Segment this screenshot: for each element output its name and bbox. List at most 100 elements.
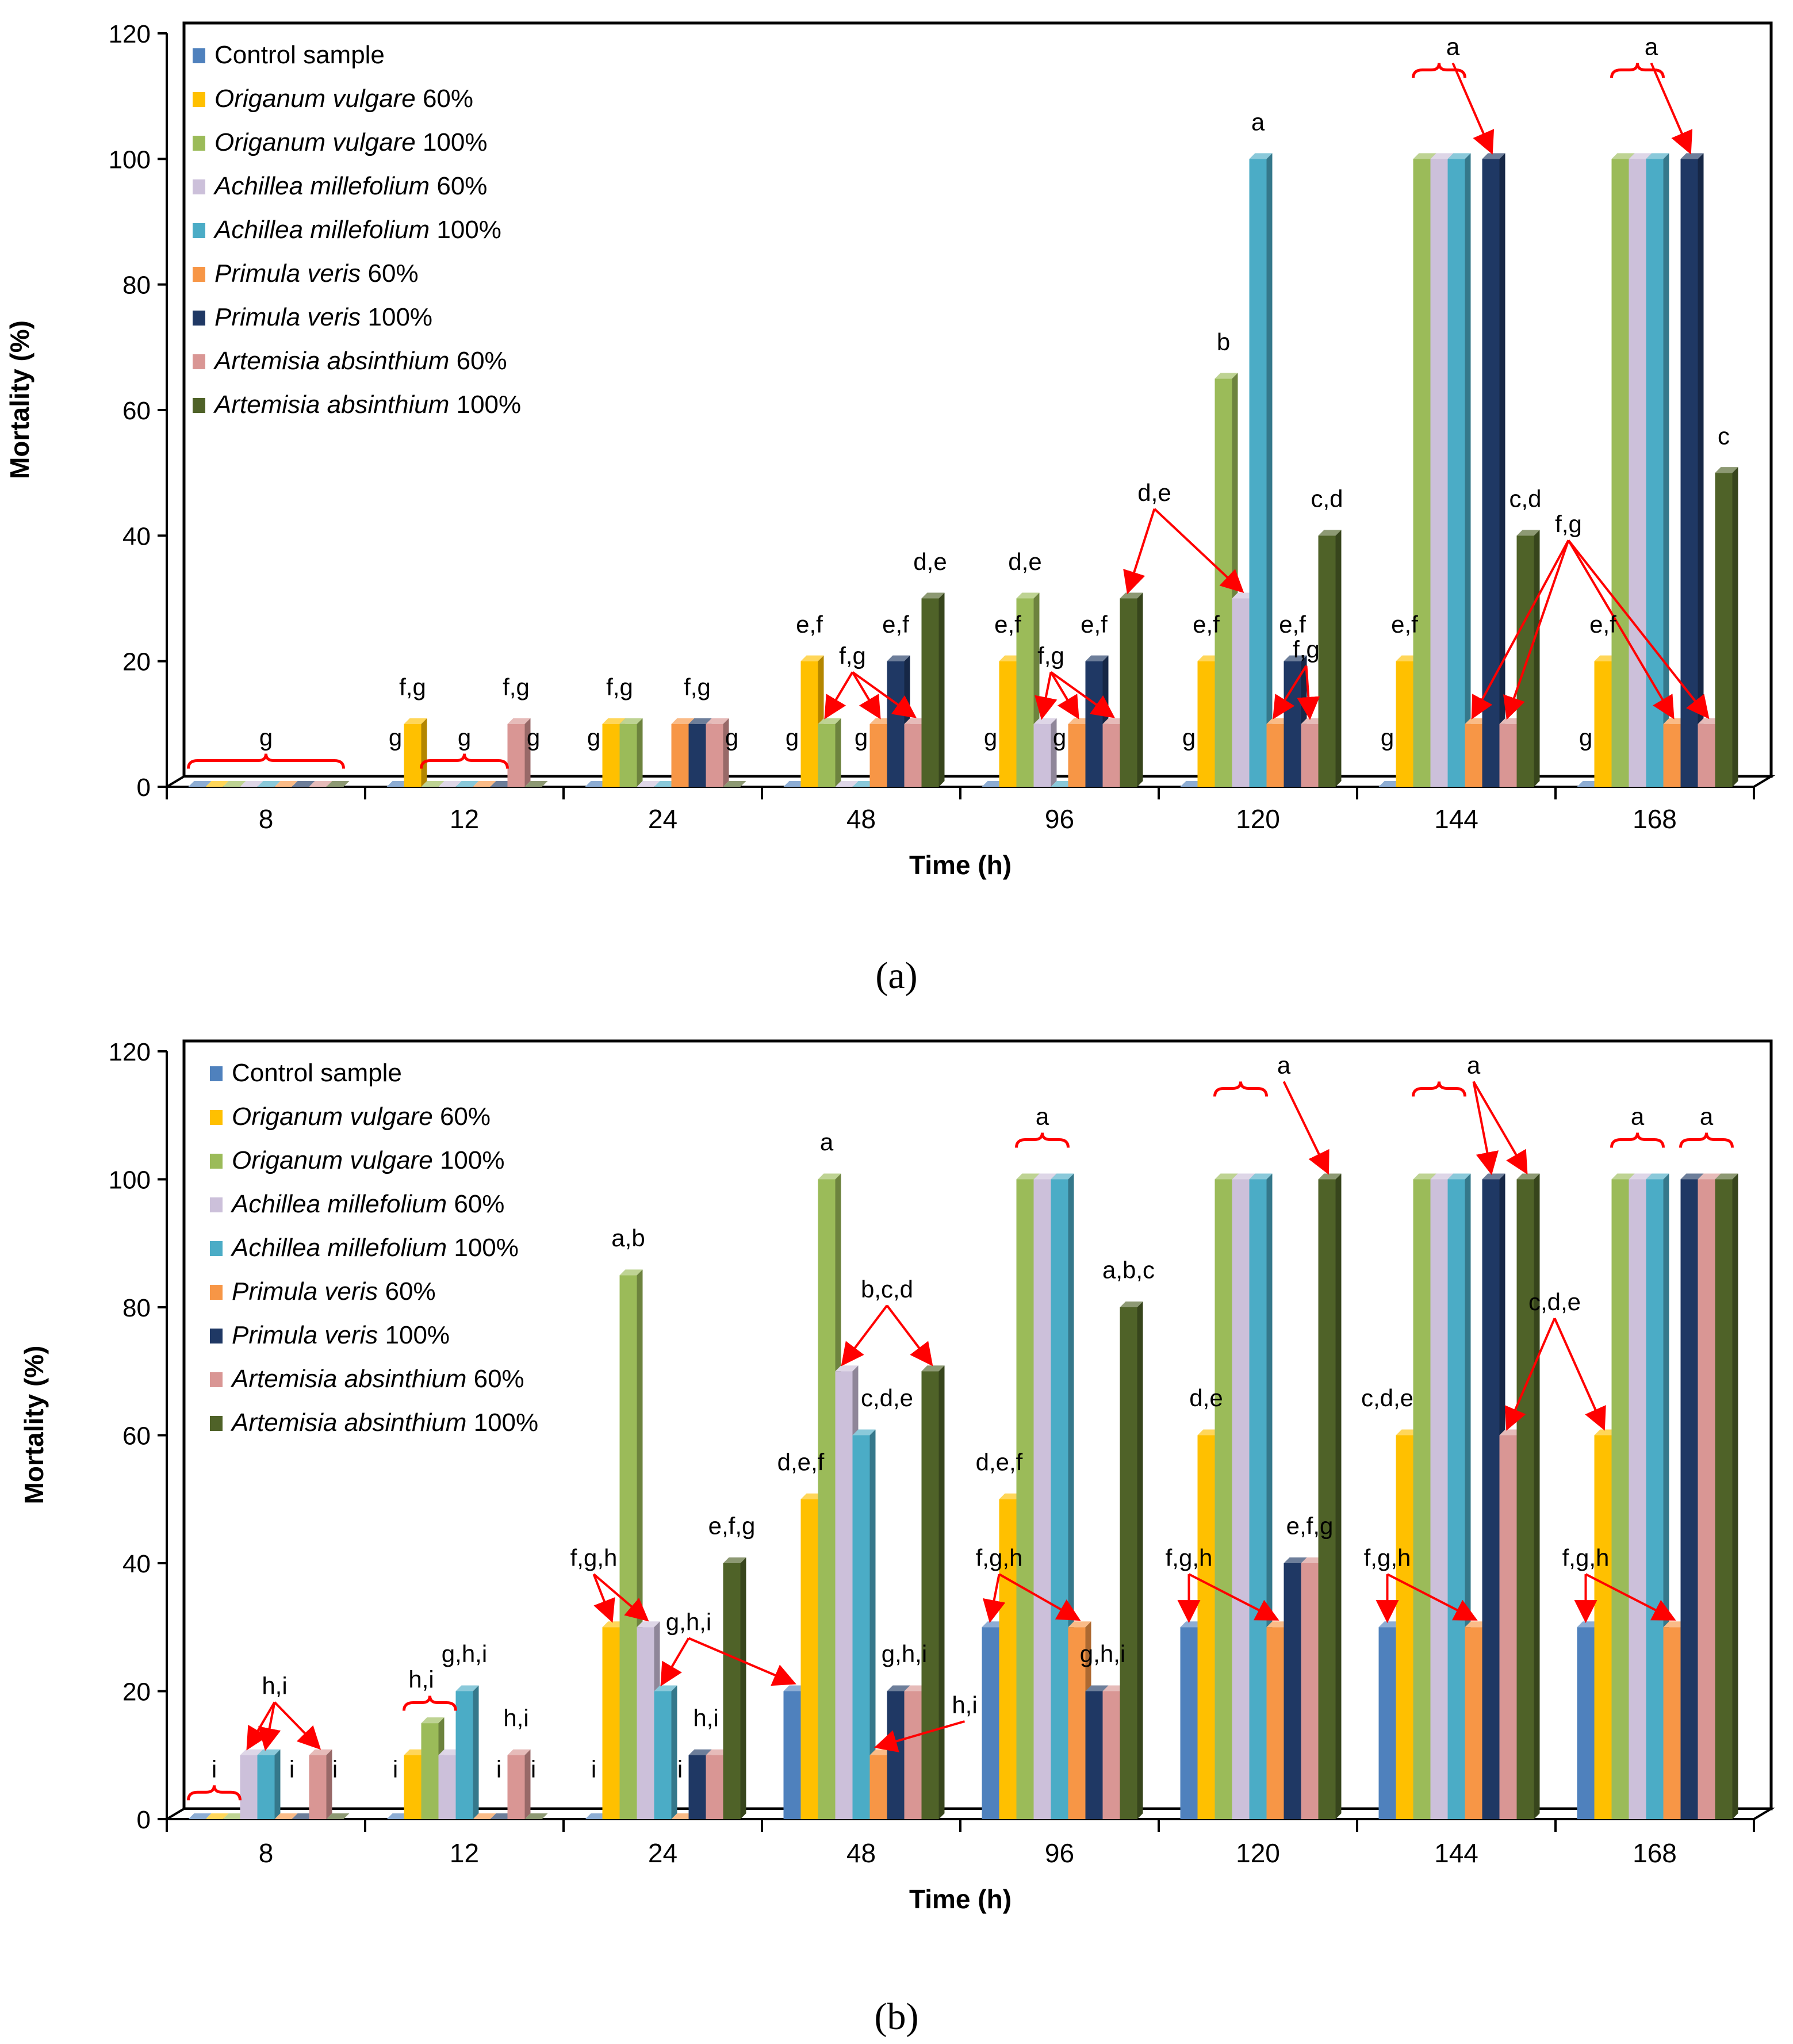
legend-species: Artemisia absinthium [230,1408,466,1437]
bar-side [326,1749,332,1819]
significance-letter: c,d [1311,485,1343,512]
bar-top [205,1813,229,1819]
y-tick-label: 60 [122,1422,151,1450]
significance-letter: f,g,h [976,1544,1023,1571]
bar-top [507,1749,531,1755]
significance-brace [1213,1081,1268,1097]
bar-side [421,718,427,787]
bar-side [1732,467,1738,787]
legend-species: Primula veris [214,303,361,331]
significance-annotation: e,f [882,611,909,638]
bar-top [723,781,746,787]
x-tick-label: 144 [1434,1838,1478,1868]
significance-letter: i [496,1755,501,1782]
bar-top [1033,1173,1057,1180]
bar-front [671,724,689,787]
significance-letter: e,f [994,611,1021,638]
significance-letter: e,f,g [708,1513,756,1540]
bar-front [1068,724,1086,787]
bar-front [921,1371,939,1819]
y-tick-label: 80 [122,271,151,300]
legend-entry: Primula veris 60% [214,259,419,288]
significance-letter: g,h,i [666,1608,711,1635]
significance-annotation: f,g,h [1364,1544,1478,1624]
legend-species: Artemisia absinthium [213,391,449,419]
bar-front [1413,159,1431,787]
bar-front [982,1627,999,1819]
legend-swatch [210,1197,223,1212]
significance-letter: i [591,1755,596,1782]
significance-letter: h,i [503,1704,528,1731]
significance-arrow [660,1637,690,1687]
bar-front [1180,1627,1198,1819]
x-tick-label: 168 [1633,1838,1677,1868]
bar-top [688,1749,712,1755]
significance-annotation: h,i [873,1691,978,1752]
significance-letter: d,e,f [976,1448,1023,1475]
significance-letter: a [1446,33,1460,60]
y-tick-label: 0 [137,1806,151,1834]
bar-front [1396,1435,1413,1819]
bar-front [1085,661,1103,787]
significance-letter: f,g,h [1562,1544,1610,1571]
bar-top [1318,530,1342,536]
significance-letter: f,g,h [570,1544,618,1571]
bar [818,718,841,787]
bar [1516,1173,1540,1819]
significance-annotation: a [1412,1052,1528,1176]
significance-annotation: g [587,724,600,751]
significance-arrow [1650,62,1693,155]
bar-side [524,1749,531,1819]
bar [835,781,859,787]
bar-top [1430,153,1454,159]
legend-dose: 100% [449,391,521,419]
bar-front [1698,1179,1715,1819]
legend-entry: Primula veris 100% [232,1321,450,1349]
bar [257,1749,281,1819]
bar-top [1284,655,1307,661]
bar [1318,530,1342,787]
significance-arrow [1123,508,1156,595]
bar-front [852,1435,870,1819]
bar-front [1465,1627,1482,1819]
bar-side [274,1749,281,1819]
y-tick-label: 100 [109,146,151,174]
bar-front [1318,535,1336,787]
bar [257,781,281,787]
bar-front [404,724,422,787]
significance-arrow [274,1701,321,1750]
significance-arrow [1567,539,1675,719]
bar [619,718,643,787]
significance-letter: c,d,e [861,1384,913,1411]
bar-front [619,724,637,787]
bar-front [1663,724,1681,787]
bar-top [1085,1685,1109,1691]
bar-front [1499,1435,1517,1819]
bar-front [602,724,620,787]
bar [326,1813,350,1819]
legend-dose: 60% [433,1103,491,1131]
bar-front [783,1691,801,1819]
bar-top [887,1685,910,1691]
y-axis-title: Mortality (%) [5,320,35,479]
legend-species: Achillea millefolium [213,172,430,200]
significance-brace [187,753,345,769]
y-tick-label: 100 [109,1166,151,1195]
bar-front [1663,1627,1681,1819]
legend-species: Origanum vulgare [214,128,416,156]
significance-annotation: a [820,1128,834,1155]
significance-letter: f,g [1555,510,1582,537]
significance-letter: e,f,g [1286,1513,1334,1540]
bar-side [1266,153,1273,787]
significance-letter: f,g [839,642,866,669]
y-axis-title: Mortality (%) [19,1346,49,1505]
bar-front [1284,1563,1301,1819]
bar-front [1102,1691,1120,1819]
bar [1646,153,1669,787]
y-tick-label: 20 [122,648,151,676]
bar-top [1318,1173,1342,1180]
bar-front [1301,724,1319,787]
significance-annotation: f,g [1471,510,1710,720]
significance-letter: d,e [1137,479,1171,506]
bar-top [1516,530,1540,536]
